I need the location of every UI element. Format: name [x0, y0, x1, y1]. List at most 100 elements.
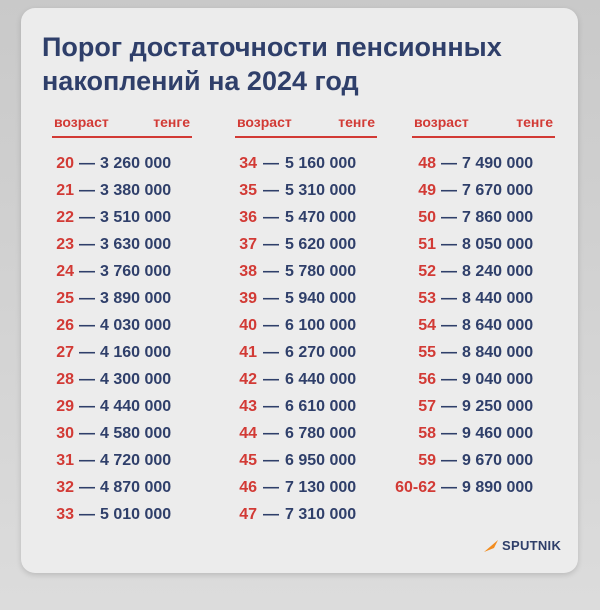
- dash-separator: —: [441, 343, 457, 361]
- amount-value: 6 440 000: [285, 370, 357, 388]
- dash-separator: —: [263, 451, 279, 469]
- table-row: 57 — 9 250 000: [390, 393, 555, 420]
- amount-value: 3 510 000: [100, 208, 172, 226]
- dash-separator: —: [441, 451, 457, 469]
- table-row: 48 — 7 490 000: [390, 150, 555, 177]
- column-header: возраст тенге: [52, 114, 192, 138]
- table-row: 32 — 4 870 000: [52, 474, 192, 501]
- age-value: 33: [56, 505, 74, 523]
- table-row: 41 — 6 270 000: [235, 339, 377, 366]
- amount-value: 7 670 000: [462, 181, 534, 199]
- age-value: 40: [239, 316, 257, 334]
- dash-separator: —: [263, 316, 279, 334]
- amount-value: 6 780 000: [285, 424, 357, 442]
- amount-value: 9 890 000: [462, 478, 534, 496]
- dash-separator: —: [79, 208, 95, 226]
- table-row: 35 — 5 310 000: [235, 177, 377, 204]
- age-value: 41: [239, 343, 257, 361]
- age-value: 44: [239, 424, 257, 442]
- age-value: 51: [418, 235, 436, 253]
- table-row: 33 — 5 010 000: [52, 501, 192, 528]
- dash-separator: —: [263, 478, 279, 496]
- amount-value: 6 610 000: [285, 397, 357, 415]
- amount-value: 4 870 000: [100, 478, 172, 496]
- dash-separator: —: [263, 343, 279, 361]
- dash-separator: —: [79, 316, 95, 334]
- age-value: 43: [239, 397, 257, 415]
- age-value: 39: [239, 289, 257, 307]
- dash-separator: —: [79, 451, 95, 469]
- amount-header: тенге: [516, 114, 553, 130]
- table-row: 60-62 — 9 890 000: [390, 474, 555, 501]
- dash-separator: —: [441, 316, 457, 334]
- dash-separator: —: [441, 370, 457, 388]
- dash-separator: —: [263, 208, 279, 226]
- amount-value: 8 240 000: [462, 262, 534, 280]
- age-value: 20: [56, 154, 74, 172]
- amount-value: 9 040 000: [462, 370, 534, 388]
- table-row: 40 — 6 100 000: [235, 312, 377, 339]
- amount-value: 8 840 000: [462, 343, 534, 361]
- amount-value: 9 670 000: [462, 451, 534, 469]
- amount-value: 4 580 000: [100, 424, 172, 442]
- dash-separator: —: [79, 235, 95, 253]
- age-value: 55: [418, 343, 436, 361]
- age-value: 49: [418, 181, 436, 199]
- table-row: 29 — 4 440 000: [52, 393, 192, 420]
- dash-separator: —: [79, 424, 95, 442]
- table-row: 47 — 7 310 000: [235, 501, 377, 528]
- amount-value: 3 260 000: [100, 154, 172, 172]
- age-header: возраст: [237, 114, 292, 130]
- amount-value: 4 300 000: [100, 370, 172, 388]
- dash-separator: —: [79, 397, 95, 415]
- dash-separator: —: [263, 181, 279, 199]
- age-value: 31: [56, 451, 74, 469]
- dash-separator: —: [263, 505, 279, 523]
- dash-separator: —: [441, 262, 457, 280]
- age-value: 35: [239, 181, 257, 199]
- column-header: возраст тенге: [412, 114, 555, 138]
- table-row: 36 — 5 470 000: [235, 204, 377, 231]
- age-value: 37: [239, 235, 257, 253]
- dash-separator: —: [441, 235, 457, 253]
- age-value: 32: [56, 478, 74, 496]
- table-row: 50 — 7 860 000: [390, 204, 555, 231]
- age-value: 36: [239, 208, 257, 226]
- age-value: 30: [56, 424, 74, 442]
- age-value: 60-62: [395, 478, 436, 496]
- age-value: 58: [418, 424, 436, 442]
- table-row: 58 — 9 460 000: [390, 420, 555, 447]
- amount-header: тенге: [338, 114, 375, 130]
- dash-separator: —: [79, 343, 95, 361]
- dash-separator: —: [263, 235, 279, 253]
- dash-separator: —: [441, 154, 457, 172]
- age-value: 57: [418, 397, 436, 415]
- age-value: 52: [418, 262, 436, 280]
- dash-separator: —: [441, 181, 457, 199]
- table-row: 21 — 3 380 000: [52, 177, 192, 204]
- dash-separator: —: [79, 478, 95, 496]
- amount-value: 8 050 000: [462, 235, 534, 253]
- dash-separator: —: [79, 289, 95, 307]
- dash-separator: —: [79, 181, 95, 199]
- age-value: 53: [418, 289, 436, 307]
- table-row: 44 — 6 780 000: [235, 420, 377, 447]
- table-row: 53 — 8 440 000: [390, 285, 555, 312]
- dash-separator: —: [263, 370, 279, 388]
- age-value: 34: [239, 154, 257, 172]
- age-value: 46: [239, 478, 257, 496]
- amount-value: 6 270 000: [285, 343, 357, 361]
- table-row: 52 — 8 240 000: [390, 258, 555, 285]
- age-value: 54: [418, 316, 436, 334]
- amount-value: 5 780 000: [285, 262, 357, 280]
- rows-list: 34 — 5 160 000 35 — 5 310 000 36 — 5 470 000 37 — 5…: [235, 150, 377, 528]
- sputnik-logo: SPUTNIK: [483, 538, 561, 553]
- title-line-2: накоплений на 2024 год: [42, 66, 359, 96]
- age-value: 28: [56, 370, 74, 388]
- table-row: 54 — 8 640 000: [390, 312, 555, 339]
- age-value: 22: [56, 208, 74, 226]
- amount-value: 4 160 000: [100, 343, 172, 361]
- table-row: 28 — 4 300 000: [52, 366, 192, 393]
- amount-value: 9 460 000: [462, 424, 534, 442]
- amount-value: 8 440 000: [462, 289, 534, 307]
